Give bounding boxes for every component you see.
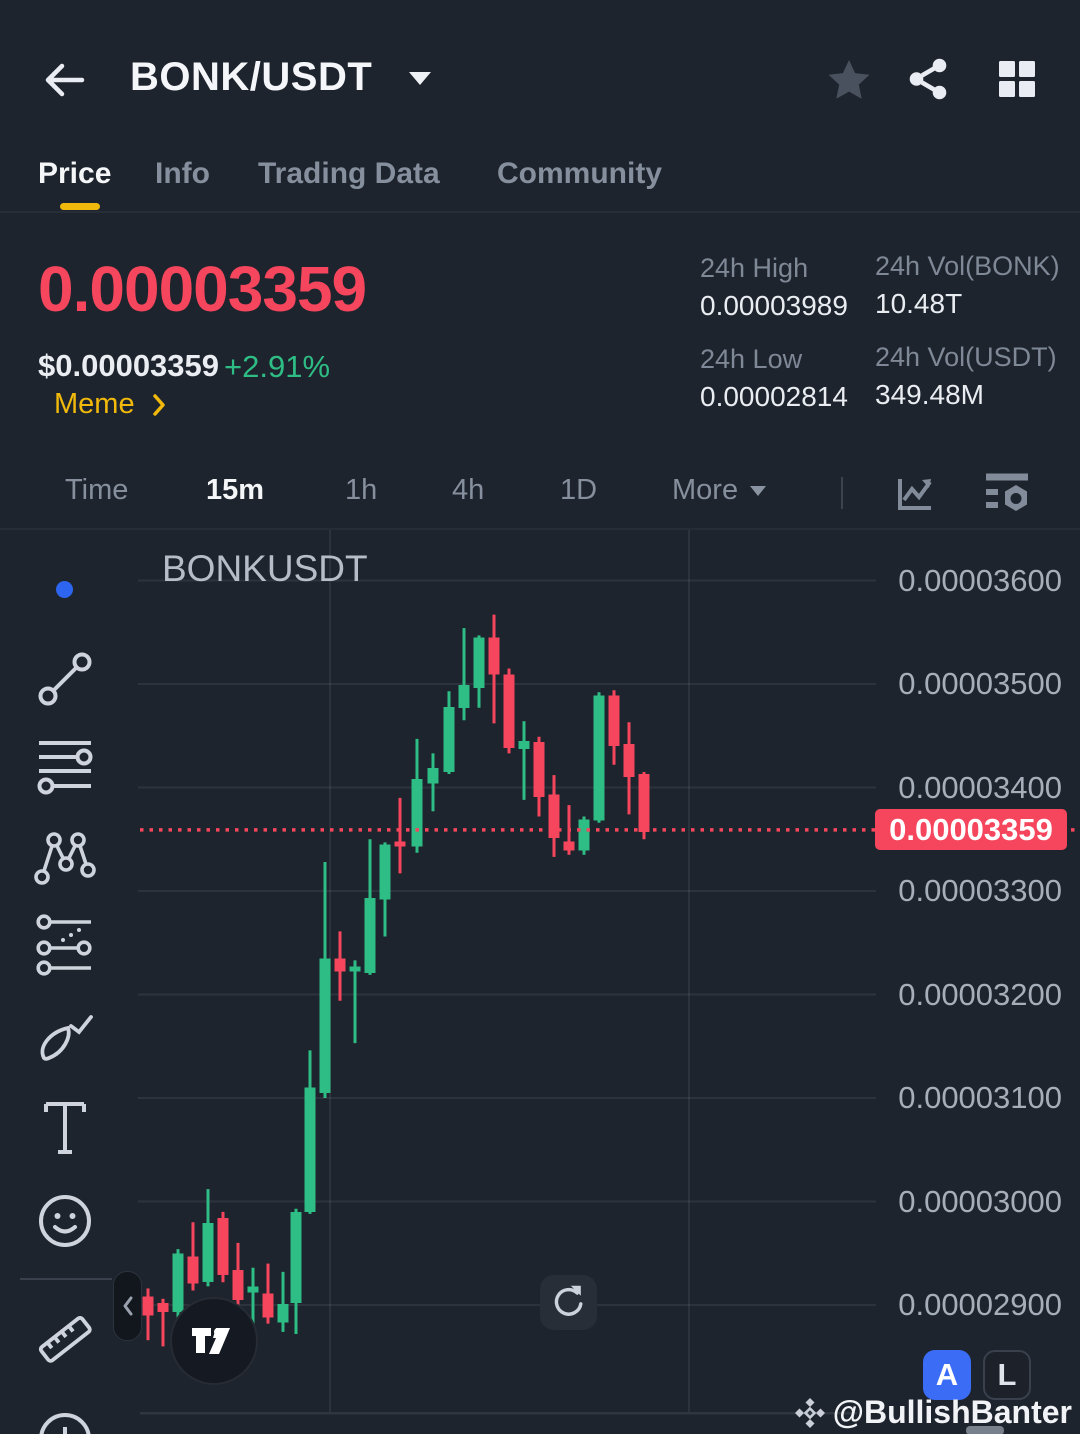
- back-arrow-icon: [45, 63, 85, 97]
- chart-settings-icon: [986, 473, 1028, 511]
- timeframe-more-dropdown[interactable]: More: [672, 474, 768, 507]
- 24h-low-value: 0.00002814: [700, 381, 848, 412]
- 24h-vol-base-value: 10.48T: [875, 288, 963, 319]
- current-price-badge: 0.00003359: [875, 809, 1067, 851]
- share-button[interactable]: [908, 58, 950, 100]
- log-scale-button[interactable]: L: [983, 1350, 1031, 1400]
- xabcd-pattern-tool-icon: [34, 832, 96, 885]
- y-axis-label: 0.00003500: [898, 666, 1062, 701]
- text-tool-button[interactable]: [33, 1098, 97, 1158]
- toolbar-active-indicator-dot[interactable]: [56, 581, 73, 598]
- ruler-tool-icon: [38, 1315, 92, 1363]
- 24h-high-value: 0.00003989: [700, 290, 848, 321]
- brush-tool-button[interactable]: [33, 1008, 97, 1064]
- tab-price[interactable]: Price: [38, 157, 112, 190]
- chart-settings-button[interactable]: [984, 472, 1032, 516]
- more-label: More: [672, 474, 739, 506]
- refresh-icon: [554, 1285, 583, 1316]
- last-price: 0.00003359: [38, 253, 367, 325]
- add-tool-button[interactable]: [33, 1407, 97, 1434]
- pair-title[interactable]: BONK/USDT: [130, 55, 373, 99]
- trendline-tool-button[interactable]: [33, 647, 97, 711]
- apps-grid-button[interactable]: [998, 60, 1036, 98]
- binance-diamond-icon: [794, 1397, 825, 1428]
- active-tab-underline: [60, 203, 100, 210]
- y-axis-label: 0.00003200: [898, 976, 1062, 1012]
- tab-info[interactable]: Info: [155, 157, 210, 190]
- fib-lines-tool-button[interactable]: [33, 736, 97, 800]
- ruler-tool-button[interactable]: [33, 1307, 97, 1371]
- plus-circle-icon: [39, 1413, 91, 1434]
- grid-icon: [999, 61, 1035, 97]
- timeframe-1d[interactable]: 1D: [560, 474, 598, 506]
- star-icon: [828, 60, 870, 99]
- timeframe-15m[interactable]: 15m: [206, 474, 265, 506]
- chart-style-button[interactable]: [893, 472, 937, 516]
- y-axis-label: 0.00003100: [898, 1080, 1062, 1115]
- pair-dropdown-caret-icon[interactable]: [406, 70, 434, 88]
- y-axis-label: 0.00003600: [898, 562, 1062, 598]
- 24h-vol-quote-label: 24h Vol(USDT): [875, 342, 1057, 372]
- timeframe-4h[interactable]: 4h: [452, 474, 485, 506]
- tab-trading-data[interactable]: Trading Data: [258, 157, 440, 190]
- tab-community[interactable]: Community: [497, 157, 662, 190]
- 24h-vol-quote-value: 349.48M: [875, 379, 984, 410]
- emoji-tool-icon: [39, 1195, 91, 1247]
- bottom-sheet-handle[interactable]: [966, 1426, 1004, 1434]
- chevron-right-icon: [152, 393, 165, 416]
- fib-lines-tool-icon: [37, 741, 93, 795]
- line-chart-icon: [898, 479, 932, 510]
- timeframe-time[interactable]: Time: [65, 474, 129, 506]
- chart-symbol-watermark: BONKUSDT: [162, 548, 368, 589]
- tradingview-glyph-icon: [192, 1328, 230, 1354]
- back-button[interactable]: [40, 58, 88, 102]
- chart-canvas[interactable]: [0, 530, 1080, 1434]
- 24h-high-label: 24h High: [700, 253, 809, 283]
- xabcd-pattern-tool-button[interactable]: [33, 827, 97, 891]
- auto-scale-button[interactable]: A: [923, 1350, 971, 1400]
- y-axis-label: 0.00003400: [898, 769, 1062, 805]
- refresh-chart-button[interactable]: [540, 1275, 597, 1330]
- category-link[interactable]: Meme: [54, 388, 167, 421]
- 24h-vol-base-label: 24h Vol(BONK): [875, 251, 1060, 281]
- share-icon: [909, 58, 947, 100]
- caret-down-icon: [750, 485, 767, 496]
- wave-tool-button[interactable]: [33, 913, 97, 977]
- tradingview-logo[interactable]: [170, 1297, 258, 1385]
- favorite-button[interactable]: [828, 58, 870, 100]
- y-axis-label: 0.00003300: [898, 873, 1062, 908]
- divider: [0, 211, 1080, 213]
- emoji-tool-button[interactable]: [33, 1189, 97, 1253]
- trendline-tool-icon: [38, 652, 92, 706]
- divider: [841, 477, 843, 509]
- divider: [0, 528, 1080, 530]
- usd-price: $0.00003359: [38, 348, 220, 383]
- 24h-low-label: 24h Low: [700, 344, 803, 374]
- toolbar-divider: [20, 1278, 112, 1280]
- watermark-text: @BullishBanter: [832, 1394, 1072, 1430]
- collapse-toolbar-handle[interactable]: [113, 1271, 142, 1341]
- price-change-percent: +2.91%: [224, 349, 331, 384]
- timeframe-1h[interactable]: 1h: [345, 474, 378, 506]
- chevron-left-icon: [123, 1296, 132, 1316]
- y-axis-label: 0.00002900: [898, 1287, 1062, 1322]
- y-axis-label: 0.00003000: [898, 1183, 1062, 1219]
- watermark: @BullishBanter: [793, 1394, 1072, 1431]
- wave-tool-icon: [36, 914, 92, 976]
- brush-tool-icon: [40, 1015, 93, 1061]
- text-tool-icon: [44, 1102, 86, 1154]
- category-label: Meme: [54, 388, 135, 420]
- candlestick-chart[interactable]: BONKUSDT 0.00003600 0.00003500 0.00003400 0…: [0, 530, 1080, 1434]
